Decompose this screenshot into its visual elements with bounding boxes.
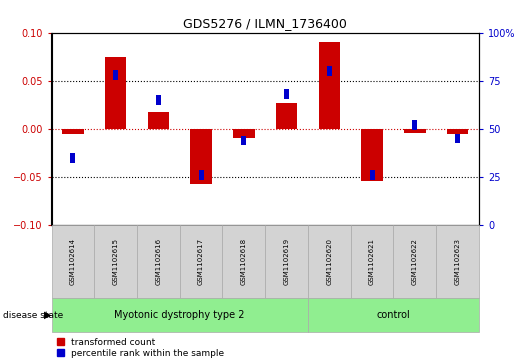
- Text: GSM1102621: GSM1102621: [369, 238, 375, 285]
- Bar: [156, 95, 161, 105]
- Bar: [191, 129, 212, 184]
- Text: GSM1102617: GSM1102617: [198, 238, 204, 285]
- Text: GSM1102614: GSM1102614: [70, 238, 76, 285]
- Bar: [265, 225, 308, 298]
- Bar: [370, 170, 374, 180]
- Text: GSM1102619: GSM1102619: [284, 238, 289, 285]
- Bar: [284, 89, 289, 99]
- Bar: [436, 225, 479, 298]
- Title: GDS5276 / ILMN_1736400: GDS5276 / ILMN_1736400: [183, 17, 347, 30]
- Bar: [105, 57, 126, 129]
- Bar: [447, 129, 468, 134]
- Text: disease state: disease state: [3, 311, 63, 319]
- Bar: [308, 225, 351, 298]
- Bar: [137, 225, 180, 298]
- Bar: [308, 298, 479, 332]
- Text: control: control: [376, 310, 410, 320]
- Bar: [180, 225, 222, 298]
- Text: ▶: ▶: [44, 310, 52, 320]
- Bar: [222, 225, 265, 298]
- Bar: [94, 225, 137, 298]
- Text: GSM1102618: GSM1102618: [241, 238, 247, 285]
- Text: GSM1102615: GSM1102615: [113, 238, 118, 285]
- Bar: [362, 129, 383, 181]
- Text: Myotonic dystrophy type 2: Myotonic dystrophy type 2: [114, 310, 245, 320]
- Bar: [455, 134, 460, 143]
- Bar: [327, 66, 332, 76]
- Bar: [62, 129, 83, 134]
- Text: GSM1102622: GSM1102622: [412, 238, 418, 285]
- Bar: [393, 225, 436, 298]
- Bar: [52, 298, 308, 332]
- Bar: [404, 129, 425, 133]
- Bar: [199, 170, 203, 180]
- Bar: [276, 103, 297, 129]
- Bar: [242, 136, 246, 145]
- Bar: [113, 70, 118, 80]
- Legend: transformed count, percentile rank within the sample: transformed count, percentile rank withi…: [56, 337, 226, 359]
- Text: GSM1102623: GSM1102623: [455, 238, 460, 285]
- Bar: [351, 225, 393, 298]
- Bar: [52, 225, 94, 298]
- Bar: [319, 42, 340, 129]
- Text: GSM1102616: GSM1102616: [156, 238, 161, 285]
- Bar: [413, 120, 417, 130]
- Bar: [233, 129, 254, 138]
- Bar: [71, 153, 75, 163]
- Text: GSM1102620: GSM1102620: [327, 238, 332, 285]
- Bar: [148, 111, 169, 129]
